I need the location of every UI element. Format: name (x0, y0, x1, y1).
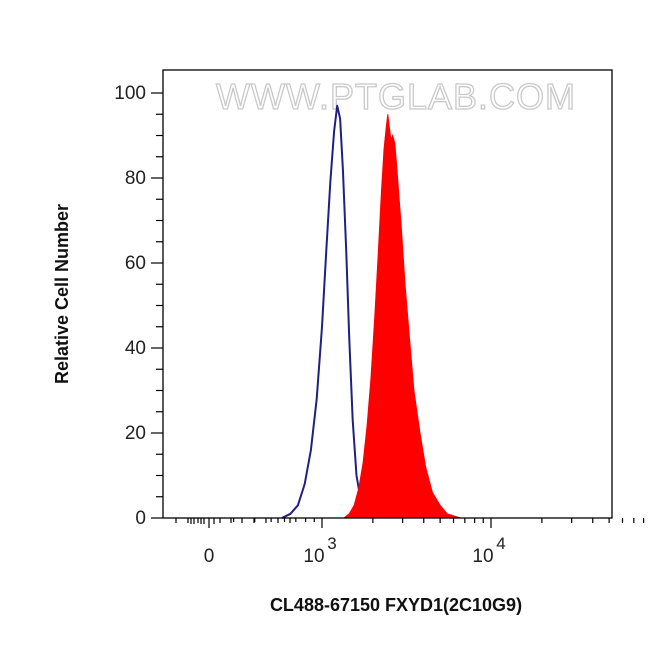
y-tick-label: 80 (125, 168, 146, 189)
y-tick-label: 20 (125, 423, 146, 444)
series-sample-histogram (342, 114, 461, 519)
x-tick-label: 0 (204, 546, 215, 567)
y-tick-label: 40 (125, 338, 146, 359)
y-axis-title: Relative Cell Number (52, 204, 72, 384)
watermark-text: WWW.PTGLAB.COM (216, 76, 576, 117)
series-layer (281, 104, 461, 519)
x-tick-label-base: 10 (303, 546, 324, 567)
x-tick-label-exponent: 4 (496, 534, 505, 553)
y-tick-label: 0 (135, 508, 146, 529)
series-control-histogram (281, 104, 372, 519)
x-tick-label-exponent: 3 (327, 534, 336, 553)
y-tick-label: 60 (125, 253, 146, 274)
watermark: WWW.PTGLAB.COM (215, 75, 576, 117)
x-tick-label: 104 (472, 534, 505, 567)
plot-frame (162, 69, 613, 519)
x-tick-label-base: 10 (472, 546, 493, 567)
x-tick-label: 103 (303, 534, 336, 567)
x-axis-title: CL488-67150 FXYD1(2C10G9) (270, 595, 522, 615)
y-axis: 0 20 40 60 80 100 (114, 83, 163, 529)
y-tick-label: 100 (114, 83, 146, 104)
